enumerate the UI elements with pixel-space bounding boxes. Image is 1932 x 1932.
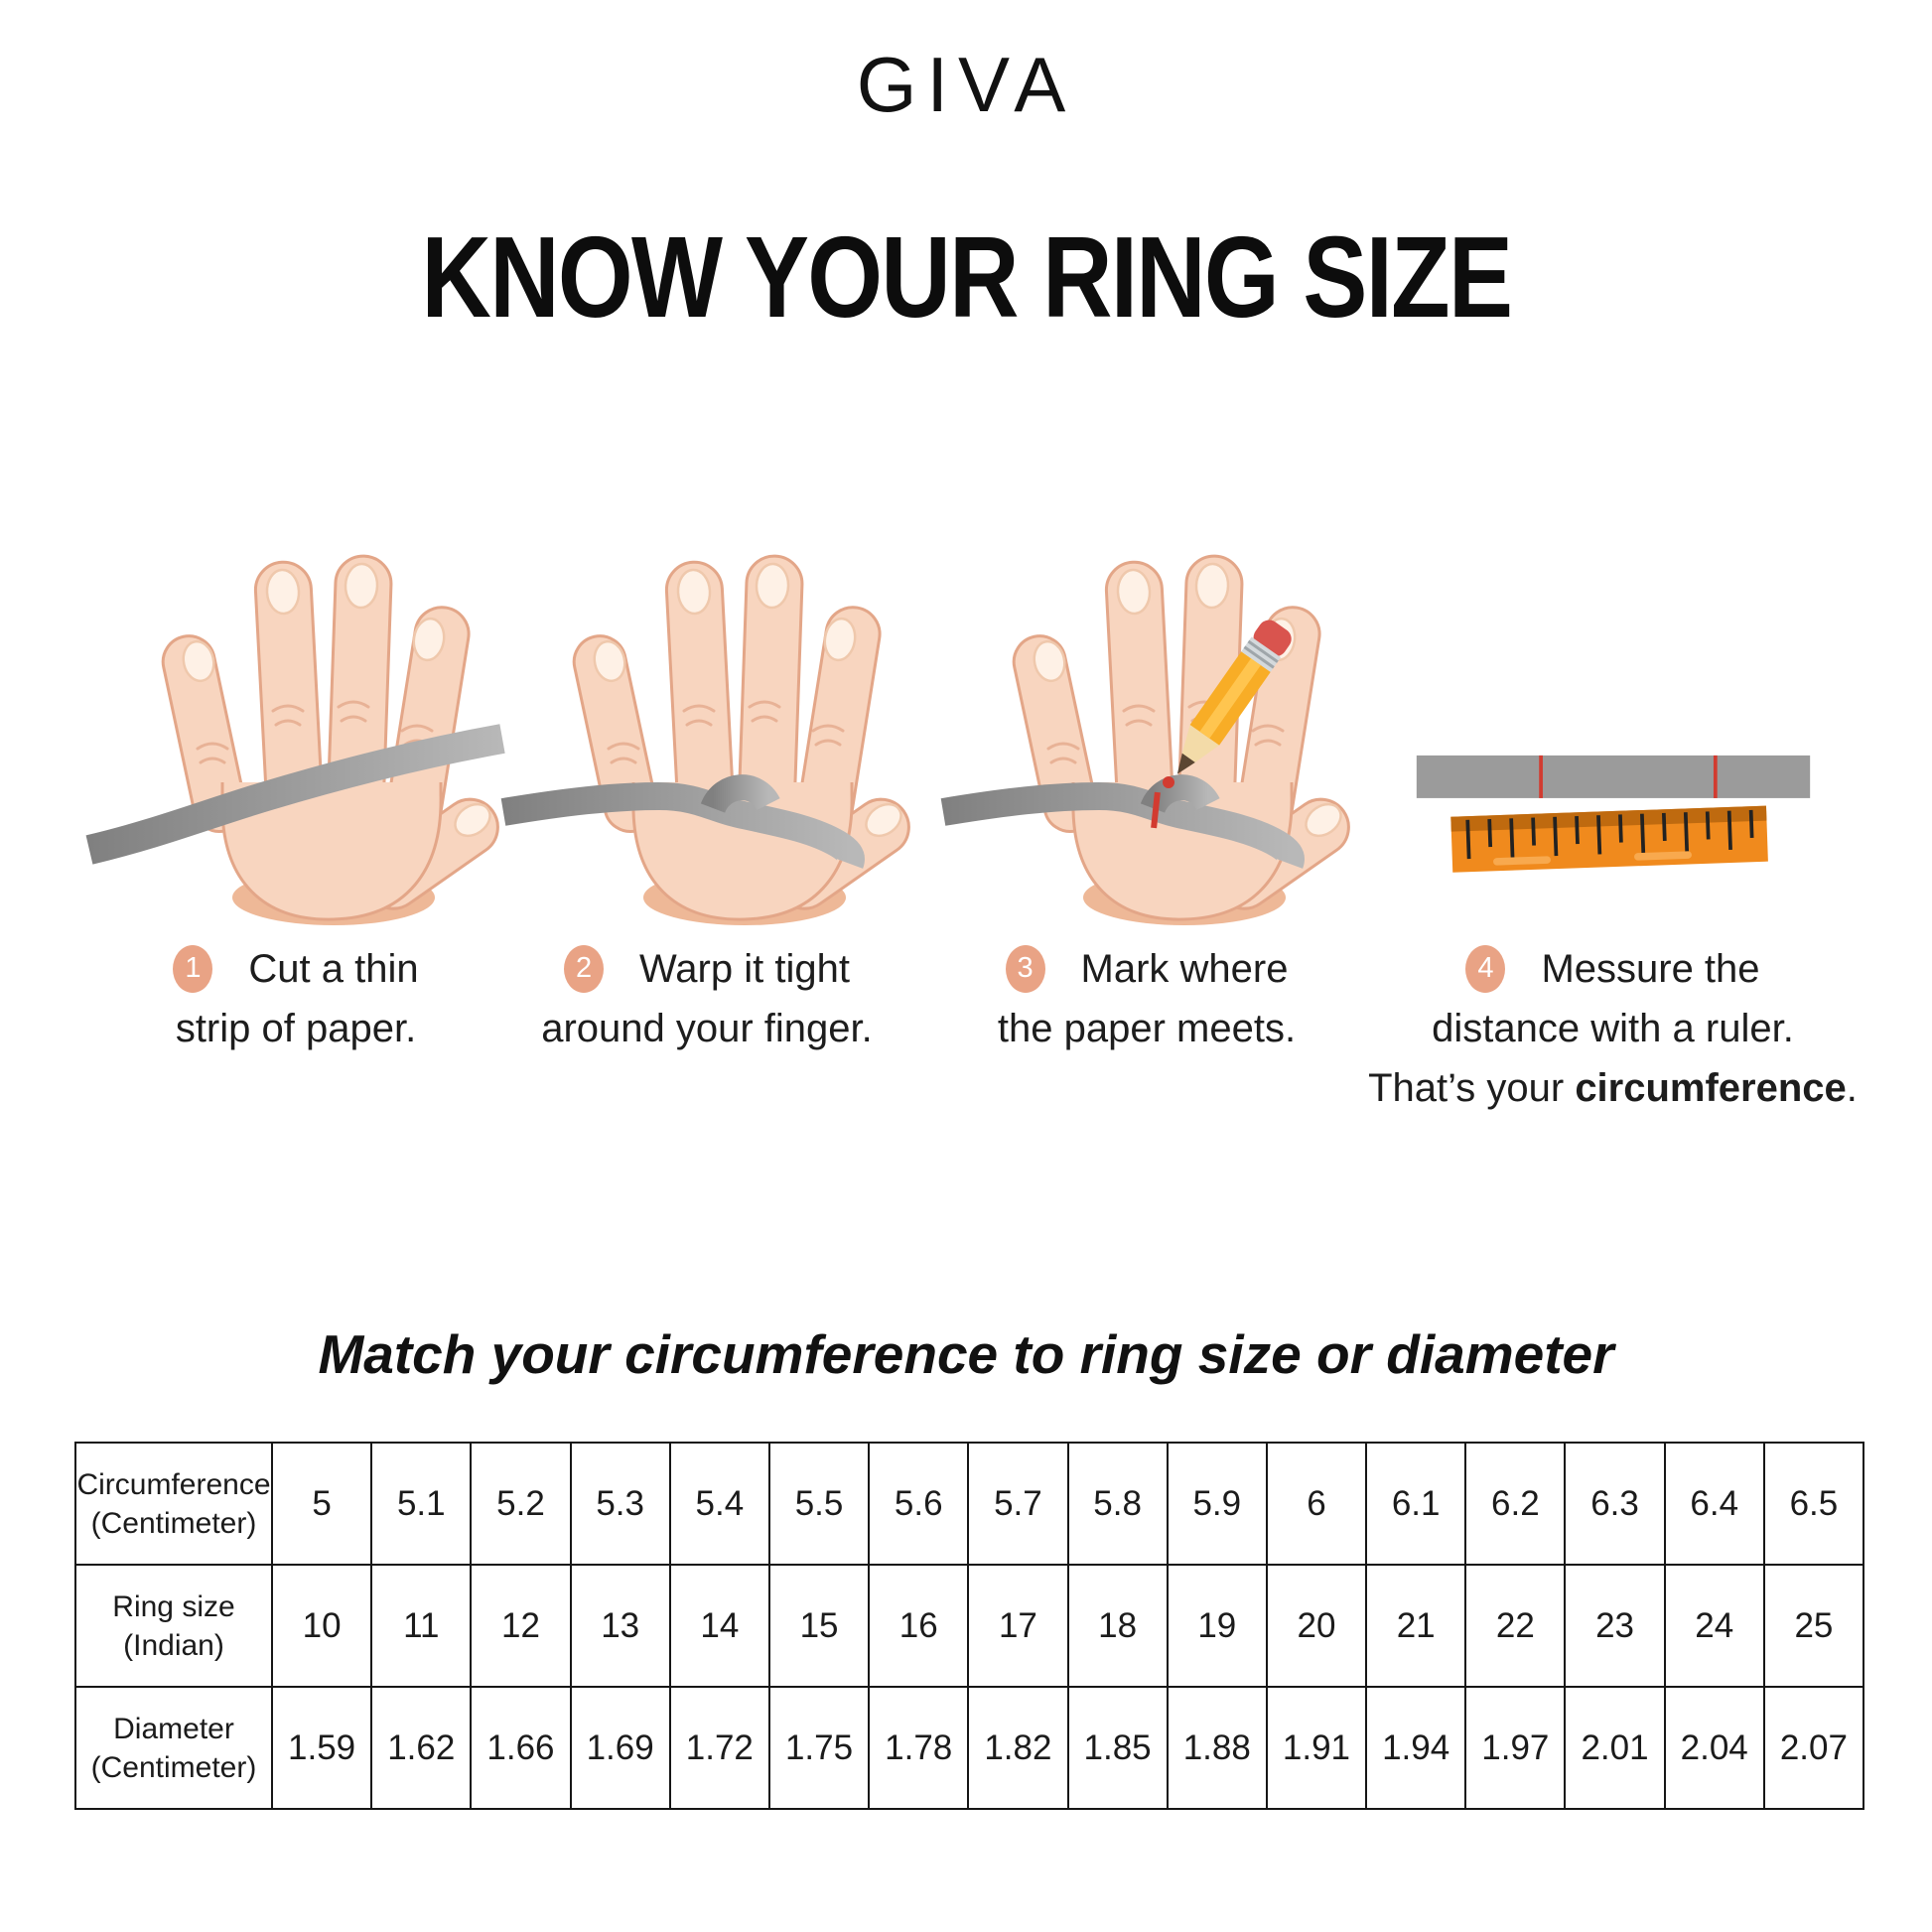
table-cell: 1.75	[767, 1686, 871, 1810]
table-cell: 1.78	[868, 1686, 970, 1810]
paper-strip-and-ruler-icon	[1342, 435, 1883, 931]
step-2-badge: 2	[564, 945, 605, 993]
table-title: Match your circumference to ring size or…	[318, 1323, 1614, 1385]
table-cell: 5	[270, 1442, 373, 1566]
row-header-line1: Circumference	[76, 1467, 271, 1501]
table-cell: 1.69	[569, 1686, 671, 1810]
step-4: 4 Messure the distance with a ruler. Tha…	[1342, 435, 1883, 1118]
table-cell: 5.2	[470, 1442, 572, 1566]
table-cell: 6.4	[1663, 1442, 1765, 1566]
step-1-badge: 1	[173, 945, 213, 993]
table-cell: 24	[1663, 1564, 1765, 1688]
table-cell: 25	[1762, 1564, 1865, 1688]
hand-with-paper-strip-icon	[58, 435, 534, 931]
table-cell: 5.1	[370, 1442, 473, 1566]
table-cell: 1.85	[1066, 1686, 1169, 1810]
step-4-line-3-bold: circumference	[1575, 1066, 1847, 1110]
table-row: Ring size (Indian) 10 11 12 13 14 15 16 17 18 19 20 2…	[74, 1564, 1865, 1688]
row-header-line2: (Indian)	[123, 1628, 224, 1662]
hand-strip-wrapped-around-finger-icon	[469, 435, 945, 931]
row-header: Circumference (Centimeter)	[74, 1442, 273, 1566]
table-cell: 5.4	[668, 1442, 770, 1566]
row-header-line2: (Centimeter)	[90, 1750, 257, 1784]
step-3-text: 3 Mark where the paper meets.	[908, 939, 1385, 1058]
table-cell: 5.9	[1166, 1442, 1268, 1566]
table-cell: 1.59	[270, 1686, 373, 1810]
table-cell: 16	[868, 1564, 970, 1688]
table-cell: 6.1	[1365, 1442, 1467, 1566]
step-2-text: 2 Warp it tight around your finger.	[469, 939, 945, 1058]
hand-strip-pencil-mark-icon	[908, 435, 1385, 931]
step-4-line-3-prefix: That’s your	[1368, 1066, 1576, 1110]
step-1-text: 1 Cut a thin strip of paper.	[58, 939, 534, 1058]
row-header-line2: (Centimeter)	[90, 1506, 257, 1540]
table-cell: 19	[1166, 1564, 1268, 1688]
step-4-badge: 4	[1465, 945, 1506, 993]
table-cell: 6.5	[1762, 1442, 1865, 1566]
step-3-line-1: Mark where	[1080, 947, 1289, 991]
table-cell: 1.72	[668, 1686, 770, 1810]
step-1: 1 Cut a thin strip of paper.	[58, 435, 534, 1058]
step-3-line-2: the paper meets.	[997, 1007, 1297, 1050]
table-row: Circumference (Centimeter) 5 5.1 5.2 5.3 5.4 5.…	[74, 1442, 1865, 1566]
step-4-line-2: distance with a ruler.	[1432, 1007, 1794, 1050]
table-cell: 1.82	[967, 1686, 1069, 1810]
step-2-line-2: around your finger.	[541, 1007, 873, 1050]
table-cell: 15	[767, 1564, 871, 1688]
table-cell: 6	[1265, 1442, 1368, 1566]
step-2: 2 Warp it tight around your finger.	[469, 435, 945, 1058]
row-header-line1: Diameter	[113, 1712, 234, 1745]
step-4-text: 4 Messure the distance with a ruler. Tha…	[1342, 939, 1883, 1118]
table-cell: 5.7	[967, 1442, 1069, 1566]
table-cell: 5.6	[868, 1442, 970, 1566]
row-header: Ring size (Indian)	[74, 1564, 273, 1688]
step-4-line-3-suffix: .	[1846, 1066, 1858, 1110]
step-3: 3 Mark where the paper meets.	[908, 435, 1385, 1058]
table-cell: 2.01	[1564, 1686, 1666, 1810]
table-cell: 1.97	[1464, 1686, 1567, 1810]
table-cell: 23	[1564, 1564, 1666, 1688]
table-cell: 5.5	[767, 1442, 871, 1566]
table-cell: 10	[270, 1564, 373, 1688]
page-title: KNOW YOUR RING SIZE	[0, 210, 1932, 344]
table-cell: 20	[1265, 1564, 1368, 1688]
step-1-line-2: strip of paper.	[175, 1007, 417, 1050]
step-4-line-3: That’s your circumference.	[1342, 1058, 1883, 1118]
ring-size-table: Circumference (Centimeter) 5 5.1 5.2 5.3 5.4 5.…	[74, 1442, 1865, 1810]
step-2-line-1: Warp it tight	[639, 947, 850, 991]
page-title-text: KNOW YOUR RING SIZE	[421, 212, 1512, 342]
table-cell: 12	[470, 1564, 572, 1688]
table-cell: 1.94	[1365, 1686, 1467, 1810]
row-header: Diameter (Centimeter)	[74, 1686, 273, 1810]
size-table-wrap: Circumference (Centimeter) 5 5.1 5.2 5.3 5.4 5.…	[74, 1442, 1865, 1810]
table-row: Diameter (Centimeter) 1.59 1.62 1.66 1.69 1.72…	[74, 1686, 1865, 1810]
table-cell: 2.04	[1663, 1686, 1765, 1810]
table-cell: 1.91	[1265, 1686, 1368, 1810]
table-cell: 17	[967, 1564, 1069, 1688]
table-cell: 6.2	[1464, 1442, 1567, 1566]
step-3-badge: 3	[1005, 945, 1045, 993]
step-4-line-1: Messure the	[1541, 947, 1760, 991]
table-cell: 1.62	[370, 1686, 473, 1810]
table-cell: 1.88	[1166, 1686, 1268, 1810]
table-cell: 6.3	[1564, 1442, 1666, 1566]
step-1-line-1: Cut a thin	[248, 947, 419, 991]
table-cell: 21	[1365, 1564, 1467, 1688]
table-cell: 14	[668, 1564, 770, 1688]
table-cell: 5.3	[569, 1442, 671, 1566]
table-cell: 5.8	[1066, 1442, 1169, 1566]
table-cell: 18	[1066, 1564, 1169, 1688]
table-cell: 1.66	[470, 1686, 572, 1810]
table-cell: 13	[569, 1564, 671, 1688]
row-header-line1: Ring size	[112, 1589, 235, 1623]
table-cell: 2.07	[1762, 1686, 1865, 1810]
table-cell: 11	[370, 1564, 473, 1688]
table-cell: 22	[1464, 1564, 1567, 1688]
brand-logo: GIVA	[856, 41, 1076, 128]
